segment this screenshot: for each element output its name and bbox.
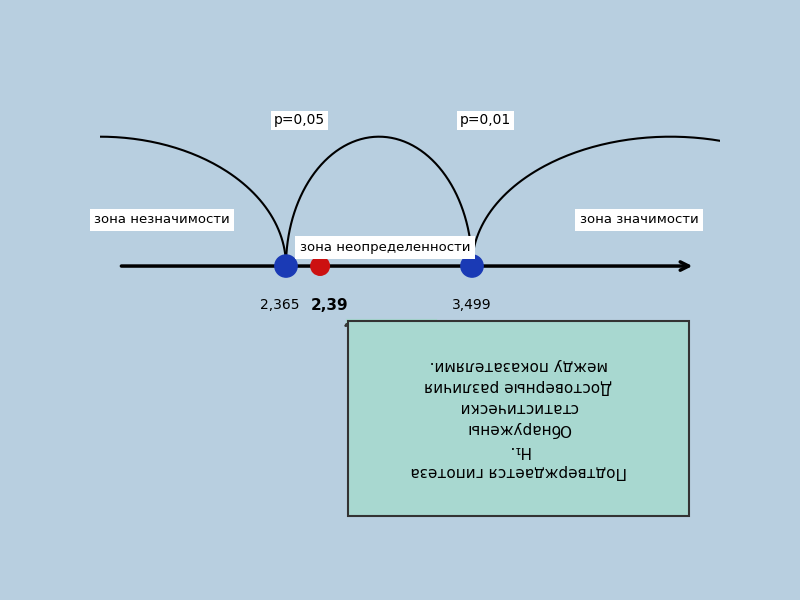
Text: зона незначимости: зона незначимости (94, 214, 230, 226)
Ellipse shape (461, 255, 483, 277)
Text: Подтверждается гипотеза
H₁.
Обнаружены
статистически
Достоверные различия
между : Подтверждается гипотеза H₁. Обнаружены с… (410, 358, 627, 479)
FancyBboxPatch shape (348, 322, 689, 515)
Text: 3,499: 3,499 (452, 298, 492, 313)
Text: p=0,01: p=0,01 (459, 113, 511, 127)
Text: 2,365: 2,365 (260, 298, 299, 313)
Ellipse shape (275, 255, 297, 277)
Text: 2,39: 2,39 (310, 298, 348, 313)
Text: зона значимости: зона значимости (580, 214, 698, 226)
Polygon shape (345, 322, 435, 326)
Text: зона неопределенности: зона неопределенности (300, 241, 470, 254)
Text: p=0,05: p=0,05 (274, 113, 325, 127)
Ellipse shape (310, 257, 330, 275)
